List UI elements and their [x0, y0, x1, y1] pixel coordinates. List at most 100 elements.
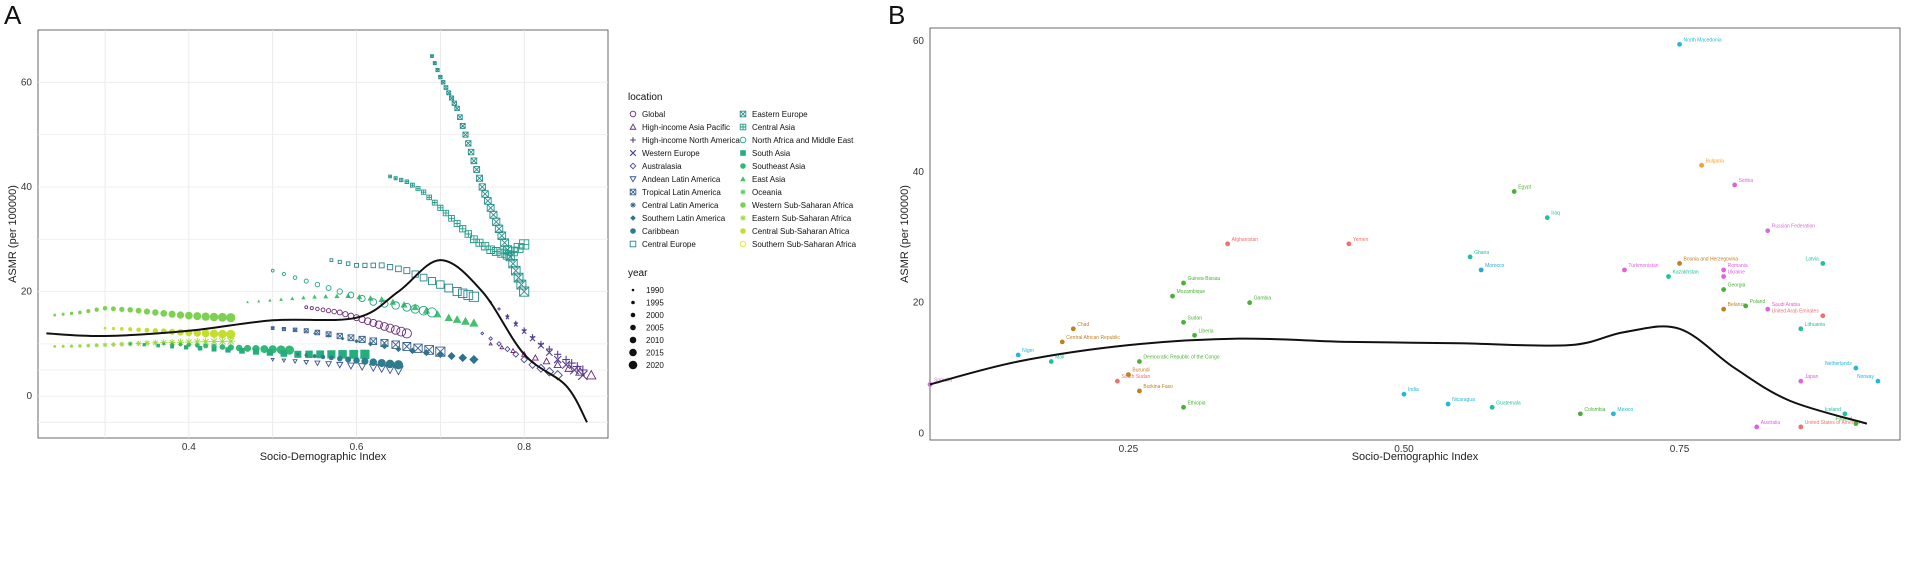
data-point	[420, 189, 427, 195]
country-point	[1137, 359, 1142, 364]
legend-year-1990: 1990	[631, 286, 664, 295]
data-point	[505, 315, 510, 320]
series-high-income-asia-pacific	[488, 341, 597, 380]
country-label: Latvia	[1805, 256, 1819, 262]
legend-item-oceania: Oceania	[740, 188, 782, 197]
legend-location-items: Global High-income Asia Pacific High-incom…	[629, 110, 857, 249]
data-point	[309, 306, 314, 311]
data-point	[440, 80, 446, 85]
data-point	[209, 312, 219, 322]
country-label: Serbia	[1739, 178, 1754, 184]
data-point	[303, 359, 310, 366]
data-point	[268, 298, 272, 302]
country-label: United Arab Emirates	[1772, 309, 1820, 315]
country-ghana: Ghana	[1467, 250, 1489, 260]
country-label: Mexico	[1617, 407, 1633, 413]
country-label: Burkina Faso	[1143, 384, 1173, 390]
data-point	[386, 264, 394, 271]
series-western-europe	[505, 315, 588, 381]
country-point	[1048, 359, 1054, 364]
data-point	[438, 74, 443, 80]
data-point	[473, 166, 481, 173]
data-point	[562, 355, 570, 364]
data-point	[110, 342, 116, 348]
country-colombia: Colombia	[1577, 407, 1606, 417]
legend-label: Southeast Asia	[752, 162, 806, 171]
data-point	[469, 318, 479, 327]
series-north-africa-and-middle-east	[270, 268, 438, 318]
data-point	[270, 268, 275, 273]
data-point	[391, 301, 400, 310]
country-japan: Japan	[1798, 374, 1819, 384]
data-point	[457, 114, 463, 120]
country-label: Colombia	[1584, 407, 1605, 413]
panel-b: 0.25 0.50 0.75 0 20 40 60 North Macedonia Bulga…	[899, 27, 1901, 463]
legend-item-north-africa-and-middle-east: North Africa and Middle East	[739, 136, 854, 145]
data-point	[316, 350, 325, 359]
data-point	[127, 307, 133, 313]
data-point	[459, 122, 466, 129]
legend-marker	[630, 137, 636, 143]
legend-item-caribbean: Caribbean	[630, 227, 679, 236]
legend-year-marker	[630, 324, 636, 331]
country-label: Guatemala	[1496, 400, 1521, 406]
country-point	[1247, 300, 1253, 306]
legend-year-2020: 2020	[628, 360, 664, 370]
data-point	[462, 131, 469, 138]
data-point	[377, 358, 386, 368]
data-point	[315, 306, 320, 312]
data-point	[449, 95, 455, 101]
data-point	[567, 358, 576, 368]
legend-year-title: year	[628, 268, 648, 279]
data-point	[385, 359, 395, 369]
data-point	[94, 343, 99, 348]
data-point	[304, 305, 309, 310]
data-point	[347, 291, 355, 299]
data-point	[469, 354, 479, 365]
data-point	[244, 344, 252, 352]
data-point	[381, 343, 388, 350]
data-point	[201, 329, 210, 338]
country-label: Japan	[1805, 374, 1819, 380]
x-tick-label: 0.4	[182, 442, 196, 453]
data-point	[347, 334, 355, 342]
country-point	[1070, 326, 1076, 332]
country-mexico: Mexico	[1611, 407, 1633, 417]
country-north-macedonia: North Macedonia	[1677, 37, 1722, 47]
data-point	[209, 337, 219, 346]
data-point	[152, 339, 159, 347]
country-liberia: Liberia	[1192, 328, 1214, 338]
country-label: Ghana	[1474, 250, 1489, 256]
data-point	[353, 357, 360, 364]
data-point	[444, 313, 453, 322]
legend-year-2000: 2000	[630, 311, 664, 320]
data-point	[183, 345, 189, 350]
data-point	[135, 340, 142, 347]
legend-item-central-latin-america: Central Latin America	[630, 201, 719, 210]
country-label: Turkmenistan	[1628, 263, 1658, 269]
data-point	[335, 361, 344, 369]
legend-year-marker	[628, 360, 638, 370]
panel-a: 0.4 0.6 0.8 0 20 40 60 Socio-Demographic Index…	[7, 29, 609, 463]
country-point	[1842, 411, 1848, 417]
legend-label: Australasia	[642, 162, 682, 171]
data-point	[544, 366, 555, 377]
data-point	[393, 360, 404, 370]
data-point	[168, 338, 176, 346]
data-point	[546, 345, 553, 353]
data-point	[553, 360, 563, 369]
data-point	[374, 320, 384, 329]
data-point	[217, 336, 227, 346]
country-latvia: Latvia	[1805, 256, 1826, 266]
panel-label-a: A	[4, 0, 22, 30]
panel-a-y-axis-title: ASMR (per 100000)	[7, 185, 19, 283]
data-point	[451, 100, 457, 106]
data-point	[537, 342, 545, 349]
country-label: Chad	[1077, 322, 1089, 328]
data-point	[459, 225, 467, 233]
panel-a-frame	[37, 29, 609, 439]
data-point	[257, 299, 261, 303]
panel-b-points: North Macedonia Bulgaria Serbia Egypt Iraq Ru…	[927, 37, 1881, 430]
legend-item-southern-latin-america: Southern Latin America	[630, 214, 726, 223]
data-point	[197, 345, 203, 351]
